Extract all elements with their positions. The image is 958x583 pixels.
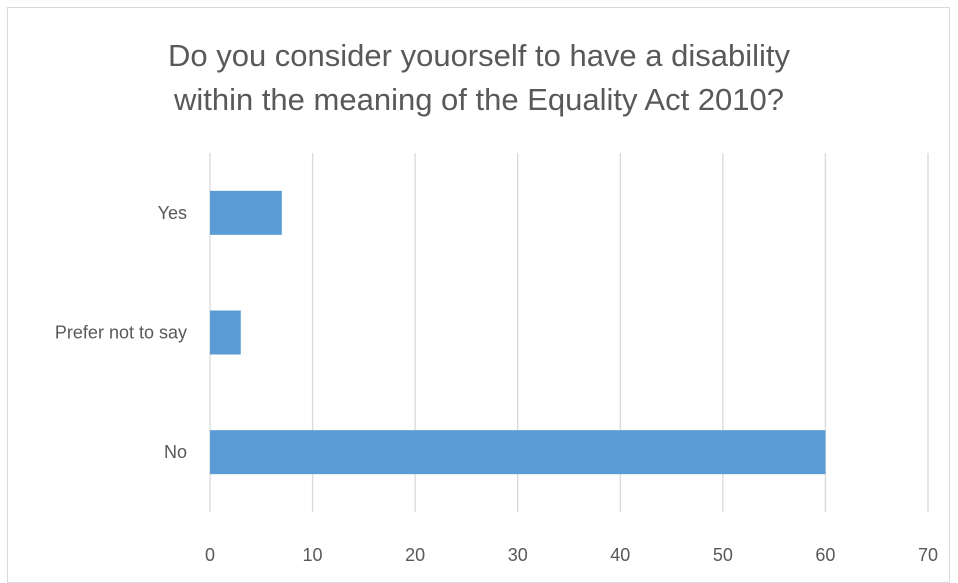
bars bbox=[210, 190, 826, 475]
x-tick-label: 50 bbox=[713, 545, 733, 565]
bar-prefer-not-to-say bbox=[210, 310, 241, 355]
chart-title-line-2: within the meaning of the Equality Act 2… bbox=[173, 82, 785, 117]
x-tick-label: 30 bbox=[508, 545, 528, 565]
chart-title-line-1: Do you consider youorself to have a disa… bbox=[167, 38, 791, 73]
bar-yes bbox=[210, 190, 282, 235]
chart-title: Do you consider youorself to have a disa… bbox=[0, 34, 958, 122]
x-tick-label: 40 bbox=[610, 545, 630, 565]
category-label: Yes bbox=[158, 203, 187, 223]
x-tick-label: 0 bbox=[205, 545, 215, 565]
category-label: No bbox=[164, 442, 187, 462]
bar-no bbox=[210, 430, 826, 475]
x-tick-label: 20 bbox=[405, 545, 425, 565]
category-label: Prefer not to say bbox=[55, 323, 187, 343]
category-labels: Yes Prefer not to say No bbox=[55, 203, 187, 462]
x-tick-label: 60 bbox=[815, 545, 835, 565]
x-tick-label: 10 bbox=[303, 545, 323, 565]
chart-frame bbox=[7, 7, 950, 583]
x-tick-labels: 0 10 20 30 40 50 60 70 bbox=[205, 545, 938, 565]
x-tick-label: 70 bbox=[918, 545, 938, 565]
